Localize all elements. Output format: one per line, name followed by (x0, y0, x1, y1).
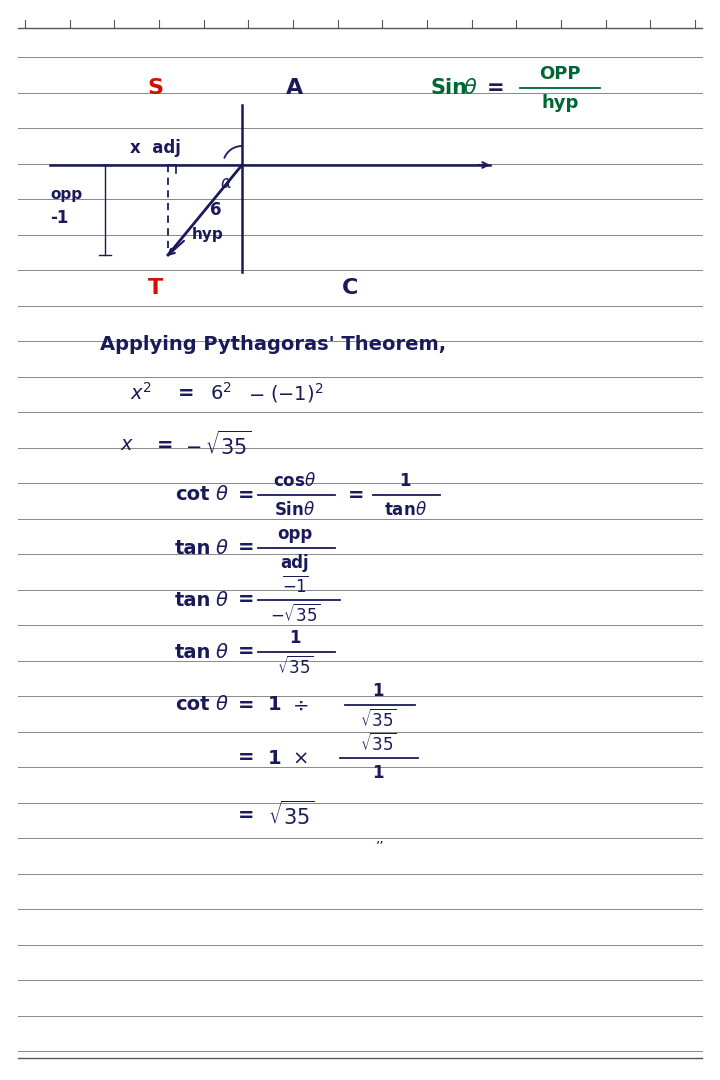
Text: =: = (348, 486, 364, 504)
Text: $\theta$: $\theta$ (215, 643, 228, 661)
Text: S: S (147, 78, 163, 98)
Text: C: C (342, 278, 358, 298)
Text: =: = (238, 486, 254, 504)
Text: hyp: hyp (192, 228, 224, 243)
Text: =: = (238, 539, 254, 557)
Text: -1: -1 (50, 210, 68, 227)
Text: =: = (487, 78, 505, 98)
Text: 1: 1 (372, 764, 384, 782)
Text: 1: 1 (268, 696, 282, 715)
Text: $\overline{-1}$: $\overline{-1}$ (282, 576, 308, 596)
Text: tan: tan (175, 643, 212, 661)
Text: opp: opp (50, 188, 82, 203)
Text: =: = (238, 806, 254, 824)
Text: tan: tan (175, 539, 212, 557)
Text: =: = (238, 696, 254, 715)
Text: 1: 1 (268, 748, 282, 768)
Text: cot: cot (175, 696, 210, 715)
Text: =: = (157, 435, 174, 455)
Text: $\sqrt{35}$: $\sqrt{35}$ (276, 656, 313, 678)
Text: $-\sqrt{35}$: $-\sqrt{35}$ (269, 604, 320, 626)
Text: $(-1)^2$: $(-1)^2$ (270, 381, 323, 405)
Text: Applying Pythagoras' Theorem,: Applying Pythagoras' Theorem, (100, 336, 446, 354)
Text: $\sqrt{35}$: $\sqrt{35}$ (205, 431, 251, 459)
Text: hyp: hyp (541, 94, 579, 112)
Text: Sin: Sin (430, 78, 467, 98)
Text: $\theta$: $\theta$ (463, 78, 477, 98)
Text: $-$: $-$ (185, 435, 202, 455)
Text: $\theta$: $\theta$ (215, 539, 228, 557)
Text: $-$: $-$ (248, 383, 264, 403)
Text: $\alpha$: $\alpha$ (220, 174, 233, 192)
Text: =: = (238, 748, 254, 768)
Text: $\sqrt{35}$: $\sqrt{35}$ (359, 733, 397, 755)
Text: 6: 6 (210, 201, 222, 219)
Text: 1: 1 (400, 472, 410, 490)
Text: tan: tan (175, 591, 212, 609)
Text: $x$: $x$ (120, 435, 134, 455)
Text: Sin$\theta$: Sin$\theta$ (274, 501, 315, 519)
Text: 1: 1 (289, 629, 301, 647)
Text: ,,: ,, (376, 831, 384, 845)
Text: $\theta$: $\theta$ (215, 591, 228, 609)
Text: 1: 1 (372, 681, 384, 700)
Text: cos$\theta$: cos$\theta$ (274, 472, 317, 490)
Text: opp: opp (277, 525, 312, 543)
Text: $\sqrt{35}$: $\sqrt{35}$ (268, 801, 314, 829)
Text: $\sqrt{35}$: $\sqrt{35}$ (359, 708, 397, 731)
Text: =: = (178, 383, 194, 403)
Text: adj: adj (281, 554, 310, 572)
Text: tan$\theta$: tan$\theta$ (384, 501, 426, 519)
Text: $\times$: $\times$ (292, 748, 307, 768)
Text: x  adj: x adj (130, 139, 181, 157)
Text: $x^2$: $x^2$ (130, 382, 152, 404)
Text: $\theta$: $\theta$ (215, 696, 228, 715)
Text: A: A (287, 78, 304, 98)
Text: T: T (148, 278, 163, 298)
Text: $\div$: $\div$ (292, 696, 308, 715)
Text: =: = (238, 643, 254, 661)
Text: OPP: OPP (539, 65, 581, 83)
Text: $\theta$: $\theta$ (215, 486, 228, 504)
Text: $6^2$: $6^2$ (210, 382, 232, 404)
Text: cot: cot (175, 486, 210, 504)
Text: =: = (238, 591, 254, 609)
